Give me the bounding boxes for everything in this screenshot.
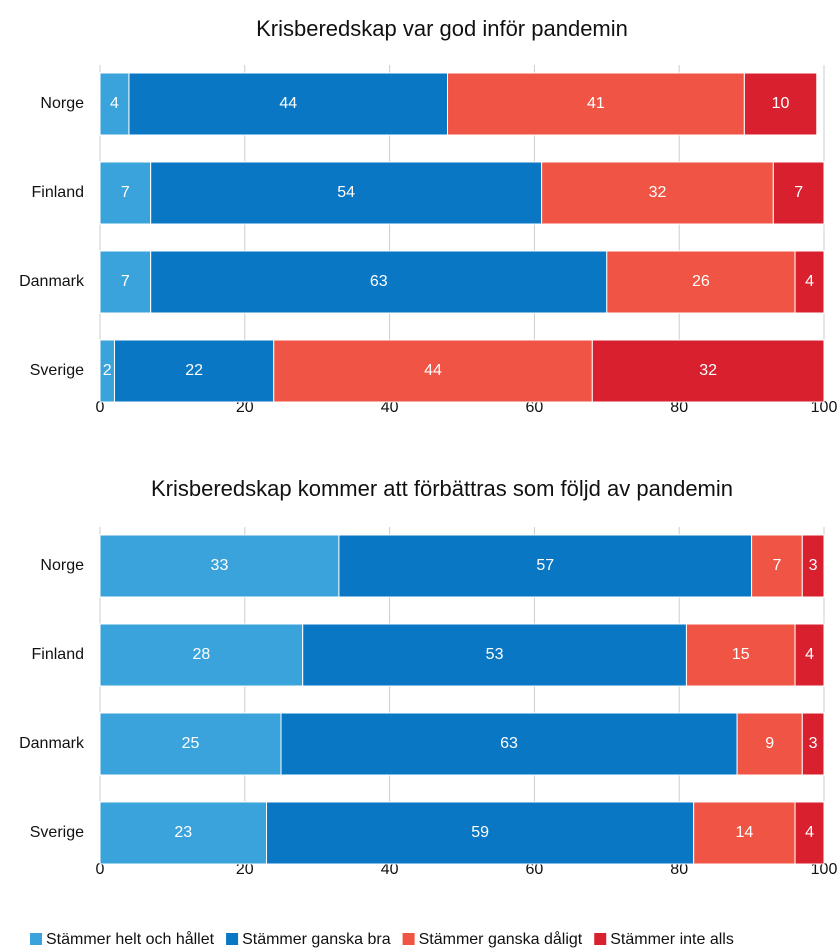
- bar-segment: [693, 801, 796, 865]
- value-label: 2: [103, 362, 112, 379]
- x-tick-label: 0: [96, 399, 105, 416]
- value-label: 7: [772, 557, 781, 574]
- legend-label: Stämmer ganska bra: [242, 931, 391, 948]
- bar-segment: [99, 801, 268, 865]
- chart-title: Krisberedskap kommer att förbättras som …: [151, 476, 733, 501]
- bar-segment: [606, 250, 796, 314]
- value-label: 3: [809, 735, 818, 752]
- x-tick-label: 100: [811, 399, 838, 416]
- bar-segment: [685, 623, 796, 687]
- value-label: 23: [174, 824, 192, 841]
- x-tick-label: 100: [811, 861, 838, 878]
- x-tick-label: 80: [670, 399, 688, 416]
- bar-segment: [801, 712, 825, 776]
- bar-segment: [99, 534, 340, 598]
- value-label: 28: [192, 646, 210, 663]
- legend-label: Stämmer helt och hållet: [46, 930, 215, 948]
- value-label: 4: [805, 824, 814, 841]
- x-tick-label: 60: [526, 861, 544, 878]
- value-label: 7: [121, 184, 130, 201]
- bar-segment: [150, 250, 608, 314]
- chart-title: Krisberedskap var god inför pandemin: [256, 16, 628, 41]
- value-label: 63: [500, 735, 518, 752]
- y-tick-label: Sverige: [30, 362, 84, 379]
- bar-segment: [99, 161, 152, 225]
- value-label: 44: [279, 95, 297, 112]
- x-tick-label: 40: [381, 399, 399, 416]
- bar-segment: [447, 72, 745, 136]
- y-tick-label: Finland: [32, 184, 84, 201]
- value-label: 33: [211, 557, 229, 574]
- bar-segment: [266, 801, 695, 865]
- y-tick-label: Norge: [40, 557, 84, 574]
- x-tick-label: 80: [670, 861, 688, 878]
- bar-segment: [99, 712, 282, 776]
- value-label: 26: [692, 273, 710, 290]
- y-tick-label: Danmark: [19, 273, 85, 290]
- bar-segment: [150, 161, 543, 225]
- value-label: 4: [805, 273, 814, 290]
- bar-segment: [99, 250, 152, 314]
- y-tick-label: Finland: [32, 646, 84, 663]
- value-label: 41: [587, 95, 605, 112]
- bar-segment: [99, 623, 304, 687]
- bar-segment: [743, 72, 818, 136]
- value-label: 15: [732, 646, 750, 663]
- bar-segment: [541, 161, 774, 225]
- y-tick-label: Danmark: [19, 735, 85, 752]
- x-tick-label: 0: [96, 861, 105, 878]
- bar-segment: [794, 801, 825, 865]
- value-label: 25: [182, 735, 200, 752]
- legend-label: Stämmer ganska dåligt: [419, 930, 583, 948]
- value-label: 53: [486, 646, 504, 663]
- value-label: 7: [121, 273, 130, 290]
- value-label: 3: [809, 557, 818, 574]
- value-label: 57: [536, 557, 554, 574]
- legend-label: Stämmer inte alls: [610, 931, 734, 948]
- x-tick-label: 40: [381, 861, 399, 878]
- bar-segment: [338, 534, 753, 598]
- bar-segment: [273, 339, 593, 403]
- legend-swatch: [30, 933, 42, 945]
- value-label: 32: [699, 362, 717, 379]
- bar-segment: [302, 623, 687, 687]
- x-tick-label: 60: [526, 399, 544, 416]
- bar-segment: [128, 72, 449, 136]
- value-label: 7: [794, 184, 803, 201]
- legend-swatch: [402, 933, 415, 945]
- value-label: 14: [735, 824, 753, 841]
- legend-swatch: [594, 933, 607, 945]
- bar-segment: [591, 339, 825, 403]
- bar-segment: [794, 250, 825, 314]
- y-tick-label: Sverige: [30, 824, 84, 841]
- value-label: 59: [471, 824, 489, 841]
- value-label: 54: [337, 184, 355, 201]
- value-label: 4: [110, 95, 119, 112]
- bar-segment: [801, 534, 825, 598]
- value-label: 10: [772, 95, 790, 112]
- bar-segment: [736, 712, 803, 776]
- value-label: 4: [805, 646, 814, 663]
- y-tick-label: Norge: [40, 95, 84, 112]
- x-tick-label: 20: [236, 861, 254, 878]
- bar-segment: [772, 161, 825, 225]
- value-label: 22: [185, 362, 203, 379]
- value-label: 32: [649, 184, 667, 201]
- value-label: 44: [424, 362, 442, 379]
- value-label: 63: [370, 273, 388, 290]
- bar-segment: [794, 623, 825, 687]
- bar-segment: [113, 339, 275, 403]
- legend-swatch: [226, 933, 239, 945]
- x-tick-label: 20: [236, 399, 254, 416]
- value-label: 9: [765, 735, 774, 752]
